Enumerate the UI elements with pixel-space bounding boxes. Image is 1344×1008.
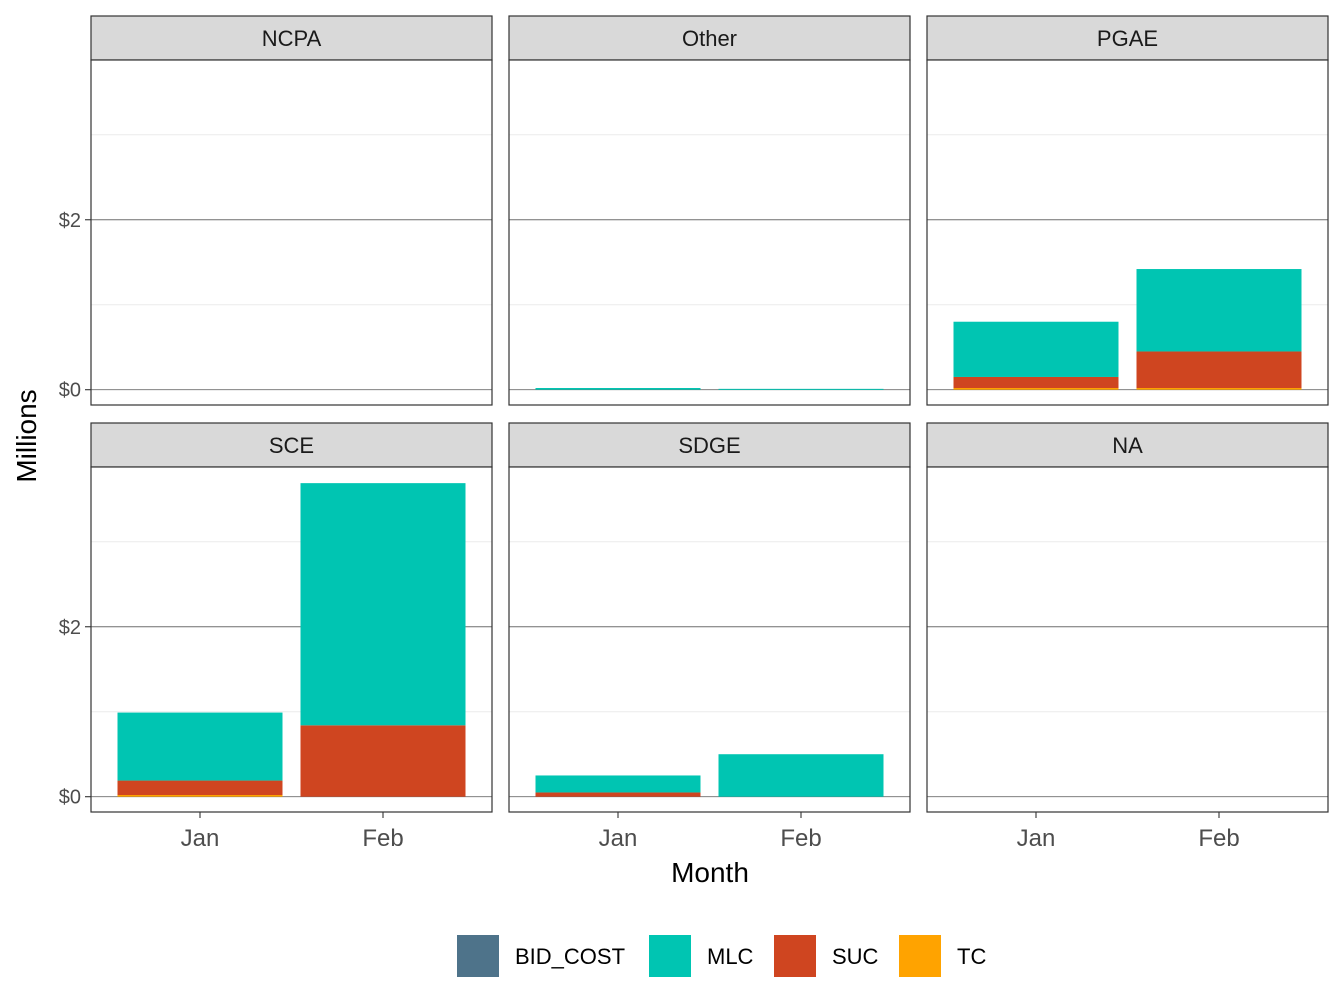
panel-border: [508, 59, 911, 406]
legend-label-suc: SUC: [832, 944, 879, 969]
panel-border: [926, 466, 1329, 813]
facet-panels: NCPA $0 $2 Other PGAE SCE $0 $2 Jan Feb SDGE Jan Feb…: [59, 15, 1329, 852]
bar-suc-feb: [300, 725, 466, 797]
y-tick-label: $0: [59, 787, 81, 809]
legend-label-bid-cost: BID_COST: [515, 944, 625, 969]
bar-suc-jan: [535, 792, 701, 797]
legend-swatch-tc: [899, 935, 941, 977]
panel-background: [509, 60, 910, 405]
x-tick-label: Jan: [1017, 825, 1056, 852]
bar-tc-jan: [953, 388, 1119, 390]
bar-mlc-jan: [953, 321, 1119, 377]
legend-swatch-suc: [774, 935, 816, 977]
legend: BID_COST MLC SUC TC: [457, 935, 986, 977]
bar-mlc-feb: [1136, 269, 1302, 352]
x-tick-label: Feb: [362, 825, 403, 852]
bar-suc-jan: [953, 376, 1119, 389]
facet-strip: [90, 422, 493, 468]
x-tick-label: Jan: [181, 825, 220, 852]
facet-strip: [926, 15, 1329, 61]
bar-mlc-feb: [300, 483, 466, 726]
bar-mlc-feb: [718, 754, 884, 797]
y-tick-label: $2: [59, 617, 81, 639]
y-axis-title: Millions: [11, 389, 42, 482]
facet-strip-label: Other: [682, 26, 737, 51]
x-axis-title: Month: [671, 857, 749, 888]
facet-panel-other: Other: [508, 15, 911, 406]
facet-strip-label: NA: [1112, 433, 1143, 458]
facet-strip: [926, 422, 1329, 468]
y-tick-label: $0: [59, 380, 81, 402]
panel-border: [90, 59, 493, 406]
facet-strip-label: PGAE: [1097, 26, 1158, 51]
facet-panel-ncpa: NCPA $0 $2: [59, 15, 493, 406]
bar-mlc-jan: [535, 775, 701, 793]
legend-label-mlc: MLC: [707, 944, 754, 969]
facet-strip: [508, 15, 911, 61]
facet-strip-label: SCE: [269, 433, 314, 458]
legend-swatch-bid-cost: [457, 935, 499, 977]
bar-suc-jan: [117, 780, 283, 796]
facet-strip: [90, 15, 493, 61]
facet-panel-sdge: SDGE Jan Feb: [508, 422, 911, 852]
bar-suc-feb: [1136, 351, 1302, 389]
bar-mlc-jan: [117, 712, 283, 781]
x-tick-label: Feb: [780, 825, 821, 852]
panel-background: [91, 60, 492, 405]
x-tick-label: Jan: [599, 825, 638, 852]
bar-tc-jan: [117, 795, 283, 797]
panel-border: [90, 466, 493, 813]
facet-panel-na: NA Jan Feb: [926, 422, 1329, 852]
facet-panel-pgae: PGAE: [926, 15, 1329, 406]
y-tick-label: $2: [59, 210, 81, 232]
bar-mlc-feb: [718, 388, 884, 390]
x-tick-label: Feb: [1198, 825, 1239, 852]
bar-mlc-jan: [535, 388, 701, 390]
facet-strip-label: NCPA: [262, 26, 322, 51]
panel-border: [508, 466, 911, 813]
bar-tc-feb: [1136, 388, 1302, 390]
panel-background: [927, 467, 1328, 812]
legend-swatch-mlc: [649, 935, 691, 977]
legend-label-tc: TC: [957, 944, 986, 969]
facet-panel-sce: SCE $0 $2 Jan Feb: [59, 422, 493, 852]
facet-strip-label: SDGE: [678, 433, 740, 458]
facet-strip: [508, 422, 911, 468]
panel-border: [926, 59, 1329, 406]
